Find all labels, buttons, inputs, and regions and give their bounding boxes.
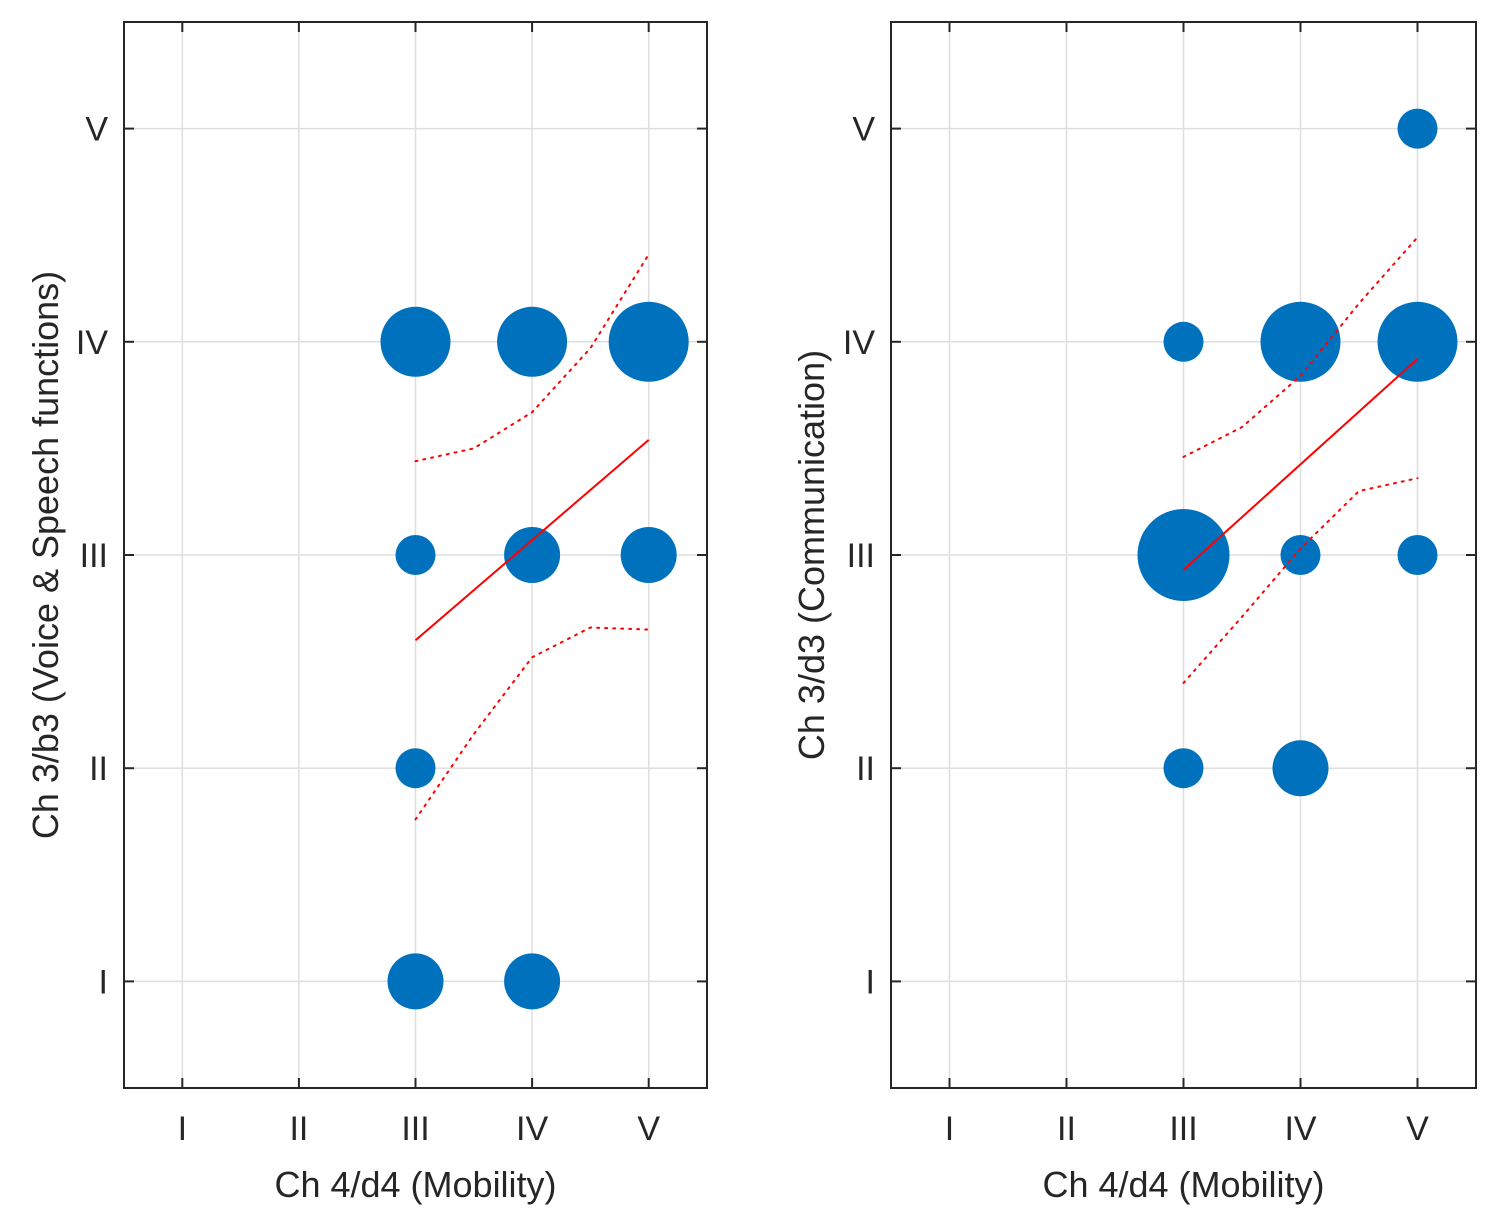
confidence-upper-line xyxy=(1182,236,1419,458)
fit-line xyxy=(1182,358,1419,571)
x-tick-label: III xyxy=(401,1110,429,1148)
bubble-point xyxy=(1280,535,1321,575)
bubble-point xyxy=(395,535,436,575)
x-tick-label: V xyxy=(1406,1110,1429,1148)
bubble-point xyxy=(620,527,677,583)
bubble-point xyxy=(395,748,436,789)
y-axis-label: Ch 3/b3 (Voice & Speech functions) xyxy=(25,271,66,839)
x-tick-label: III xyxy=(1169,1110,1197,1148)
confidence-lower-line xyxy=(1182,477,1419,684)
bubble-point xyxy=(380,306,451,377)
bubble-point xyxy=(1137,509,1230,601)
y-tick-label: V xyxy=(852,111,875,149)
x-tick-label: IV xyxy=(516,1110,548,1148)
y-tick-label: II xyxy=(856,750,875,788)
confidence-lower-line xyxy=(414,626,650,821)
x-tick-label: I xyxy=(945,1110,954,1148)
bubble-point xyxy=(1163,321,1204,362)
y-axis-label: Ch 3/d3 (Communication) xyxy=(791,350,832,760)
bubble-point xyxy=(1397,108,1438,149)
y-tick-label: I xyxy=(866,963,875,1001)
bubble-point xyxy=(1260,301,1341,382)
y-tick-label: III xyxy=(80,537,108,575)
bubble-point xyxy=(1377,301,1458,382)
bubble-point xyxy=(504,953,561,1010)
bubble-point xyxy=(1272,740,1329,797)
bubble-point xyxy=(497,306,568,377)
x-tick-label: V xyxy=(637,1110,660,1148)
y-tick-label: IV xyxy=(843,324,875,362)
x-tick-label: I xyxy=(178,1110,187,1148)
x-tick-label: II xyxy=(1057,1110,1076,1148)
x-tick-label: II xyxy=(289,1110,308,1148)
x-axis-label: Ch 4/d4 (Mobility) xyxy=(274,1164,556,1205)
confidence-upper-line xyxy=(414,253,650,463)
bubble-point xyxy=(504,527,561,583)
bubble-point xyxy=(1397,535,1438,575)
y-tick-label: V xyxy=(85,111,108,149)
x-tick-label: IV xyxy=(1284,1110,1316,1148)
y-tick-label: III xyxy=(847,537,875,575)
x-axis-label: Ch 4/d4 (Mobility) xyxy=(1042,1164,1324,1205)
bubble-point xyxy=(387,953,444,1010)
fit-line xyxy=(414,439,650,642)
bubble-point xyxy=(1163,748,1204,789)
y-tick-label: II xyxy=(89,750,108,788)
bubble-point xyxy=(608,301,689,382)
y-tick-label: I xyxy=(99,963,108,1001)
y-tick-label: IV xyxy=(76,324,108,362)
